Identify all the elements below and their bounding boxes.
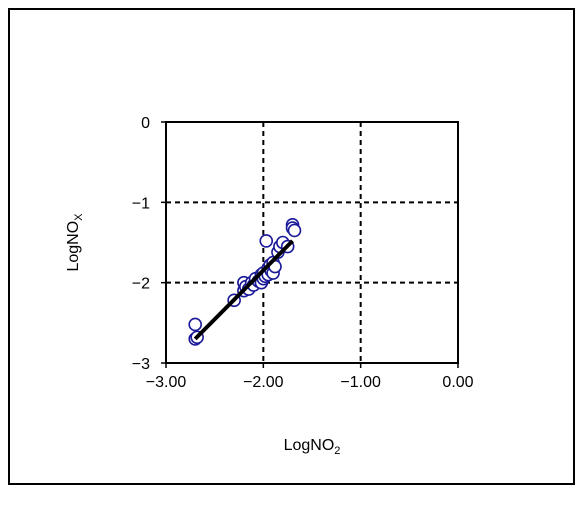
plot-area <box>165 121 459 364</box>
scatter-chart: −3.00 −2.00 −1.00 0.000−1−2−3 LogNO2 LogNOX <box>65 115 474 457</box>
data-point <box>259 234 274 248</box>
y-tick-label: −2 <box>132 276 150 293</box>
x-axis-title-main: LogNO <box>284 437 335 454</box>
x-tick-label: 0.00 <box>442 374 473 391</box>
tick-layer: −3.00 −2.00 −1.00 0.00 0 −1 −2 −3 <box>132 115 474 391</box>
x-axis-title: LogNO2 <box>284 437 341 457</box>
fit-layer <box>193 239 294 341</box>
y-tick-label: 0 <box>141 115 150 132</box>
data-point <box>188 317 202 332</box>
x-tick-label: −3.00 <box>146 374 187 391</box>
x-tick-label: −2.00 <box>243 374 284 391</box>
y-axis-title-main: LogNO <box>65 221 82 272</box>
chart-frame: −3.00 −2.00 −1.00 0.00 0 −1 −2 −3 LogNO2 LogNOX <box>8 8 575 485</box>
y-axis-title-subscript: X <box>73 213 85 221</box>
data-point <box>287 223 302 238</box>
y-tick-label: −3 <box>132 356 150 373</box>
y-axis-title: LogNOX <box>65 213 85 272</box>
x-axis-title-subscript: 2 <box>334 445 340 457</box>
x-tick-label: −1.00 <box>340 374 381 391</box>
fit-line <box>193 239 294 341</box>
y-tick-label: −1 <box>132 195 150 212</box>
